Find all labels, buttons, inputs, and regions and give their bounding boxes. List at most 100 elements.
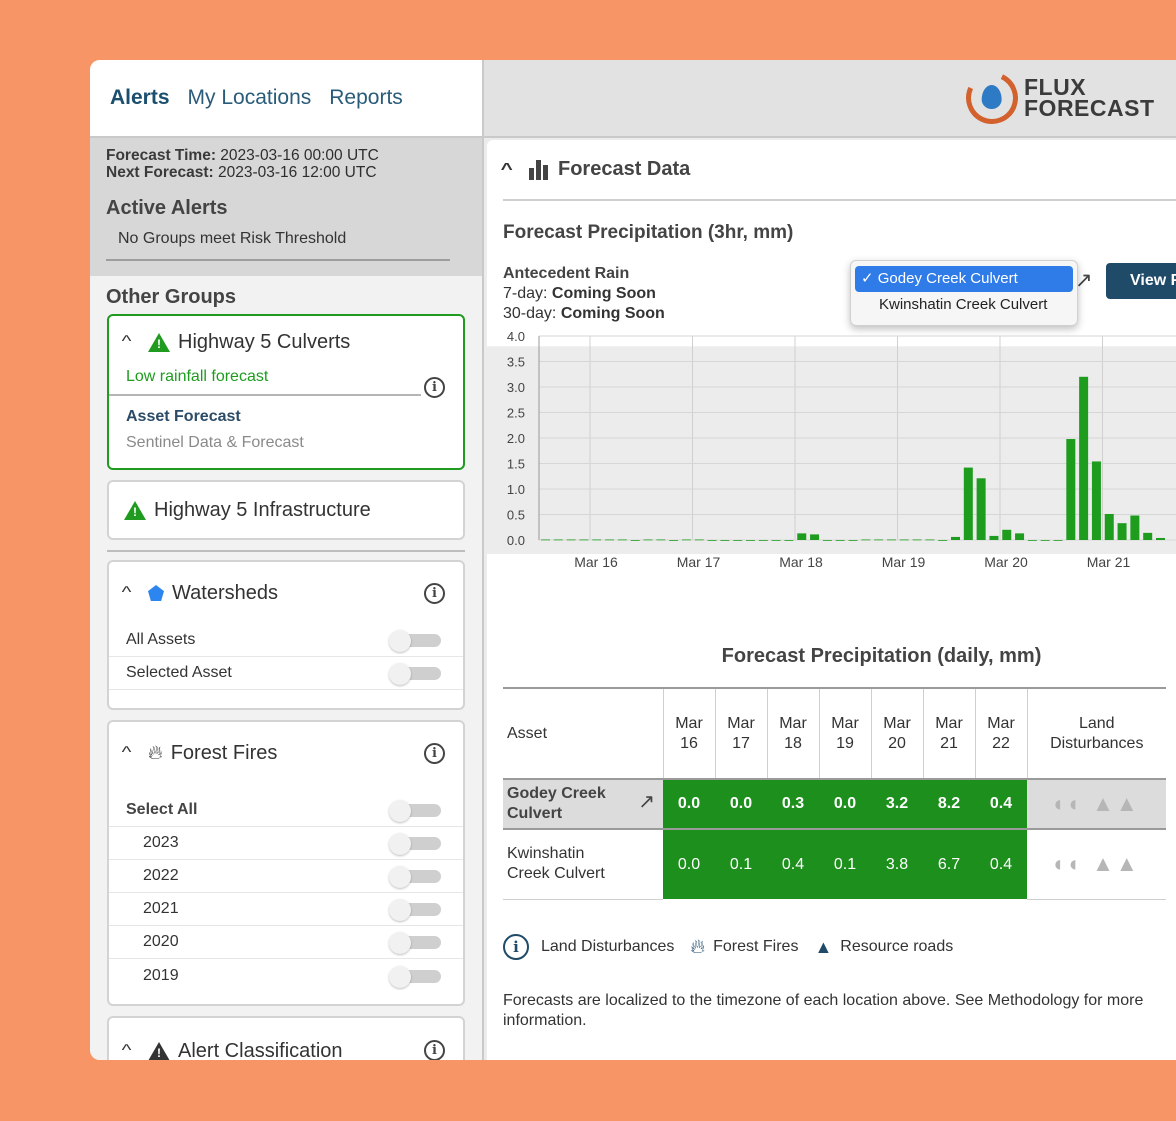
info-icon[interactable]: i xyxy=(424,743,445,764)
col-asset: Asset xyxy=(503,687,663,779)
forecast-data-header[interactable]: ^ Forecast Data xyxy=(500,140,1176,201)
group-card-watersheds[interactable]: ^ Watersheds i All Assets Selected Asset xyxy=(107,560,465,710)
toggle-label: 2019 xyxy=(143,966,179,984)
bar xyxy=(1143,532,1153,540)
toggle-switch[interactable] xyxy=(389,833,441,855)
active-alerts-message: No Groups meet Risk Threshold xyxy=(106,220,450,261)
chevron-up-icon[interactable]: ^ xyxy=(121,1042,132,1059)
antecedent-30day: 30-day: Coming Soon xyxy=(503,304,665,324)
bar xyxy=(1066,439,1076,540)
warning-icon xyxy=(124,500,146,520)
toggle-switch[interactable] xyxy=(389,866,441,888)
x-tick-label: Mar 19 xyxy=(882,554,926,570)
group-card-highway5-culverts[interactable]: ^ Highway 5 Culverts Low rainfall foreca… xyxy=(107,314,465,470)
y-tick-label: 3.5 xyxy=(507,355,525,370)
asset-name[interactable]: Kwinshatin Creek Culvert xyxy=(503,828,663,900)
tab-reports[interactable]: Reports xyxy=(329,86,403,109)
bar xyxy=(758,540,768,541)
col-day: Mar 20 xyxy=(870,687,923,779)
chevron-up-icon[interactable]: ^ xyxy=(121,333,132,350)
col-day: Mar 22 xyxy=(974,687,1027,779)
tab-my-locations[interactable]: My Locations xyxy=(187,86,312,109)
forecast-time-label: Forecast Time: xyxy=(106,147,216,164)
toggle-switch[interactable] xyxy=(389,800,441,822)
dropdown-option[interactable]: Kwinshatin Creek Culvert xyxy=(855,292,1073,318)
info-icon[interactable]: i xyxy=(424,583,445,604)
group-card-alert-classification[interactable]: ^ Alert Classification i xyxy=(107,1016,465,1060)
bar xyxy=(1053,540,1063,541)
antecedent-7day: 7-day: Coming Soon xyxy=(503,284,665,304)
bar xyxy=(733,540,743,541)
info-icon[interactable]: i xyxy=(424,377,445,398)
flame-icon: 🔥︎ xyxy=(148,741,163,764)
toggle-switch[interactable] xyxy=(389,965,441,988)
asset-dropdown[interactable]: ✓ Godey Creek Culvert Kwinshatin Creek C… xyxy=(850,260,1078,326)
daily-value: 0.1 xyxy=(819,828,871,899)
dropdown-option-selected[interactable]: ✓ Godey Creek Culvert xyxy=(855,266,1073,292)
daily-value: 0.4 xyxy=(767,828,819,899)
sentinel-data-link[interactable]: Sentinel Data & Forecast xyxy=(126,434,304,451)
logo-line1: FLUX xyxy=(1024,74,1087,100)
toggle-row-select-all: Select All xyxy=(109,794,463,827)
dropdown-option-label: Godey Creek Culvert xyxy=(877,270,1018,287)
table-row[interactable]: Godey Creek Culvert ↗ 0.0 0.0 0.3 0.0 3.2… xyxy=(503,778,1166,829)
bar xyxy=(1040,540,1050,541)
chevron-up-icon[interactable]: ^ xyxy=(121,584,132,601)
x-tick-label: Mar 17 xyxy=(677,554,721,570)
flame-icon: 🔥︎ xyxy=(690,935,706,958)
bar xyxy=(797,533,807,540)
y-tick-label: 1.5 xyxy=(507,457,525,472)
bar xyxy=(1079,376,1089,540)
group-header[interactable]: ^ Highway 5 Culverts xyxy=(109,316,463,368)
chart-title: Forecast Precipitation (3hr, mm) xyxy=(503,222,794,243)
toggle-switch[interactable] xyxy=(389,663,441,685)
bar xyxy=(963,467,973,540)
col-land-disturbances: Land Disturbances xyxy=(1026,687,1166,779)
antecedent-title: Antecedent Rain xyxy=(503,265,630,282)
toggle-switch[interactable] xyxy=(389,630,441,652)
toggle-label: Selected Asset xyxy=(126,664,232,681)
external-link-icon[interactable]: ↗ xyxy=(638,791,655,813)
group-card-forest-fires[interactable]: ^ 🔥︎ Forest Fires i Select All 2023 2022… xyxy=(107,720,465,1006)
y-tick-label: 4.0 xyxy=(507,330,525,344)
group-header[interactable]: ^ 🔥︎ Forest Fires xyxy=(109,722,463,784)
group-title: Forest Fires xyxy=(170,741,278,764)
top-nav: Alerts My Locations Reports xyxy=(90,60,482,138)
forecast-status: Forecast Time: 2023-03-16 00:00 UTC Next… xyxy=(90,138,482,276)
bar xyxy=(630,540,640,541)
bar xyxy=(835,540,845,541)
group-header[interactable]: Highway 5 Infrastructure xyxy=(109,482,463,538)
toggle-switch[interactable] xyxy=(389,932,441,954)
daily-value: 0.1 xyxy=(715,828,767,899)
table-row[interactable]: Kwinshatin Creek Culvert 0.0 0.1 0.4 0.1… xyxy=(503,828,1166,900)
top-bar: FLUX FORECAST xyxy=(484,60,1176,138)
asset-name[interactable]: Godey Creek Culvert ↗ xyxy=(503,778,663,829)
group-header[interactable]: ^ Alert Classification xyxy=(109,1018,463,1060)
other-groups-title: Other Groups xyxy=(106,286,237,308)
tab-alerts[interactable]: Alerts xyxy=(110,86,170,109)
bar xyxy=(1104,513,1114,540)
chevron-up-icon[interactable]: ^ xyxy=(121,744,132,761)
view-button[interactable]: View F xyxy=(1106,263,1176,299)
bar xyxy=(1117,523,1127,540)
pentagon-icon xyxy=(148,585,164,601)
logo-text: FLUX FORECAST xyxy=(1024,74,1155,120)
bar xyxy=(861,539,871,541)
info-icon[interactable]: i xyxy=(424,1040,445,1060)
antecedent-30day-value: Coming Soon xyxy=(560,305,665,322)
land-disturbance-icons: ◐◐ ▲▲ xyxy=(1027,778,1166,829)
external-link-icon[interactable]: ↗ xyxy=(1075,269,1093,292)
dropdown-option-label: Kwinshatin Creek Culvert xyxy=(879,296,1048,313)
group-card-highway5-infrastructure[interactable]: Highway 5 Infrastructure xyxy=(107,480,465,540)
bar xyxy=(912,539,922,541)
forecast-time-value: 2023-03-16 00:00 UTC xyxy=(220,147,379,164)
bar xyxy=(976,478,986,540)
group-header[interactable]: ^ Watersheds xyxy=(109,562,463,624)
asset-forecast-link[interactable]: Asset Forecast xyxy=(126,408,241,425)
bar xyxy=(1130,515,1140,540)
chevron-up-icon[interactable]: ^ xyxy=(500,160,513,178)
daily-value: 0.0 xyxy=(663,828,715,899)
x-tick-label: Mar 21 xyxy=(1087,554,1131,570)
toggle-switch[interactable] xyxy=(389,899,441,921)
app-window: Alerts My Locations Reports Forecast Tim… xyxy=(90,60,1176,1060)
